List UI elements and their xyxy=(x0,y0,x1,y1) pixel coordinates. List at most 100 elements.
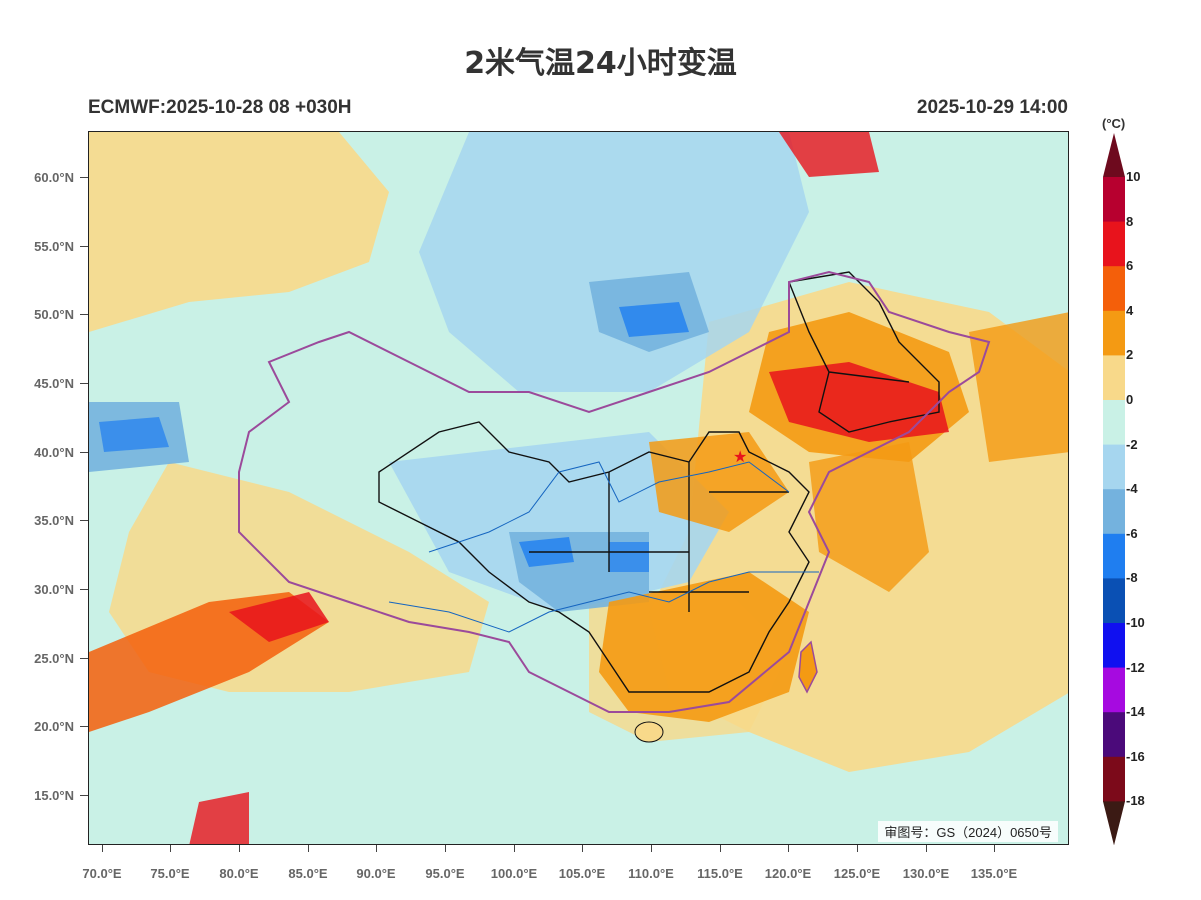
colorbar-tick-label: -10 xyxy=(1126,615,1145,630)
y-tick-mark xyxy=(80,246,88,247)
x-tick-label: 110.0°E xyxy=(628,866,674,881)
x-tick-label: 95.0°E xyxy=(425,866,465,881)
x-tick-label: 85.0°E xyxy=(288,866,328,881)
colorbar-tick-label: -16 xyxy=(1126,748,1145,764)
colorbar-tick-label: -6 xyxy=(1126,525,1138,541)
colorbar-segment xyxy=(1103,756,1125,802)
x-tick-mark xyxy=(994,845,995,852)
northeast-boundary xyxy=(788,271,940,433)
strong-warm-far-east xyxy=(779,132,879,177)
beijing-star-icon: ★ xyxy=(733,449,747,466)
map-approval-number: 审图号：GS（2024）0650号 xyxy=(878,821,1058,842)
colorbar-tick-label: 0 xyxy=(1126,392,1134,407)
y-tick-label: 35.0°N xyxy=(34,513,74,528)
x-tick-label: 115.0°E xyxy=(697,866,743,881)
y-tick-label: 25.0°N xyxy=(34,651,74,666)
province-boundaries xyxy=(378,421,810,693)
colorbar-segment xyxy=(1103,667,1125,713)
colorbar-segment xyxy=(1103,533,1125,579)
x-tick-mark xyxy=(445,845,446,852)
x-tick-mark xyxy=(170,845,171,852)
x-tick-mark xyxy=(651,845,652,852)
x-tick-label: 120.0°E xyxy=(764,866,812,881)
colorbar-segment xyxy=(1103,310,1125,356)
colorbar-extend-max xyxy=(1103,133,1125,177)
x-tick-label: 135.0°E xyxy=(970,866,1018,881)
colorbar-segment xyxy=(1103,578,1125,624)
x-tick-mark xyxy=(582,845,583,852)
x-tick-mark xyxy=(857,845,858,852)
y-tick-label: 15.0°N xyxy=(34,788,74,803)
colorbar-tick-label: -8 xyxy=(1126,570,1138,586)
national-border xyxy=(238,270,991,713)
y-tick-mark xyxy=(80,520,88,521)
colorbar-tick-label: -12 xyxy=(1126,659,1145,675)
x-tick-label: 70.0°E xyxy=(82,866,122,881)
warm-region-northwest xyxy=(89,132,389,332)
colorbar xyxy=(1103,133,1125,845)
colorbar-segment xyxy=(1103,266,1125,312)
x-tick-mark xyxy=(308,845,309,852)
x-tick-mark xyxy=(788,845,789,852)
colorbar-unit: (°C) xyxy=(1102,116,1126,131)
valid-time-label: 2025-10-29 14:00 xyxy=(916,97,1068,118)
colorbar-segment xyxy=(1103,712,1125,758)
colorbar-segment xyxy=(1103,400,1125,446)
temperature-change-field: ★ xyxy=(89,132,1068,844)
colorbar-segment xyxy=(1103,489,1125,535)
x-tick-mark xyxy=(239,845,240,852)
x-tick-label: 75.0°E xyxy=(150,866,190,881)
y-tick-mark xyxy=(80,452,88,453)
colorbar-tick-label: -18 xyxy=(1126,793,1145,809)
y-tick-label: 45.0°N xyxy=(34,376,74,391)
colorbar-segment xyxy=(1103,355,1125,401)
colorbar-segment xyxy=(1103,444,1125,490)
warm-orange-huabei xyxy=(649,432,789,532)
colorbar-tick-label: 6 xyxy=(1126,258,1134,274)
colorbar-segment xyxy=(1103,221,1125,267)
y-tick-label: 40.0°N xyxy=(34,445,74,460)
x-tick-mark xyxy=(720,845,721,852)
x-tick-label: 125.0°E xyxy=(833,866,881,881)
cool-region-north xyxy=(419,132,809,392)
y-tick-label: 60.0°N xyxy=(34,170,74,185)
colorbar-segment xyxy=(1103,623,1125,669)
colorbar-tick-label: 2 xyxy=(1126,347,1134,363)
strong-warm-tibet-south xyxy=(229,592,329,642)
x-tick-label: 130.0°E xyxy=(902,866,950,881)
x-tick-mark xyxy=(102,845,103,852)
colorbar-tick-label: -4 xyxy=(1126,481,1138,497)
y-tick-mark xyxy=(80,383,88,384)
x-tick-mark xyxy=(926,845,927,852)
model-run-label: ECMWF:2025-10-28 08 +030H xyxy=(88,97,352,118)
colorbar-tick-label: 10 xyxy=(1126,169,1141,184)
x-tick-label: 80.0°E xyxy=(219,866,259,881)
y-tick-mark xyxy=(80,314,88,315)
x-tick-label: 100.0°E xyxy=(490,866,538,881)
colorbar-tick-label: -14 xyxy=(1126,704,1145,720)
y-tick-label: 55.0°N xyxy=(34,239,74,254)
x-tick-label: 90.0°E xyxy=(356,866,396,881)
colorbar-segment xyxy=(1103,177,1125,223)
colorbar-tick-label: 8 xyxy=(1126,213,1134,229)
x-tick-mark xyxy=(514,845,515,852)
y-tick-mark xyxy=(80,658,88,659)
y-tick-label: 30.0°N xyxy=(34,582,74,597)
warm-orange-jiangnan xyxy=(599,572,809,722)
y-tick-label: 20.0°N xyxy=(34,719,74,734)
y-tick-mark xyxy=(80,589,88,590)
colorbar-extend-min xyxy=(1103,801,1125,845)
warm-orange-pacific xyxy=(969,312,1068,462)
chart-title: 2米气温24小时变温 xyxy=(464,46,737,81)
map-panel[interactable]: ★ 审图号：GS（2024）0650号 xyxy=(88,131,1069,845)
colorbar-tick-label: -2 xyxy=(1126,436,1138,452)
x-tick-mark xyxy=(376,845,377,852)
yangtze-river xyxy=(388,571,819,633)
yellow-river xyxy=(428,461,790,553)
colorbar-tick-label: 4 xyxy=(1126,302,1134,318)
y-tick-label: 50.0°N xyxy=(34,307,74,322)
warm-orange-sea xyxy=(809,442,929,592)
y-tick-mark xyxy=(80,726,88,727)
y-tick-mark xyxy=(80,795,88,796)
y-tick-mark xyxy=(80,177,88,178)
